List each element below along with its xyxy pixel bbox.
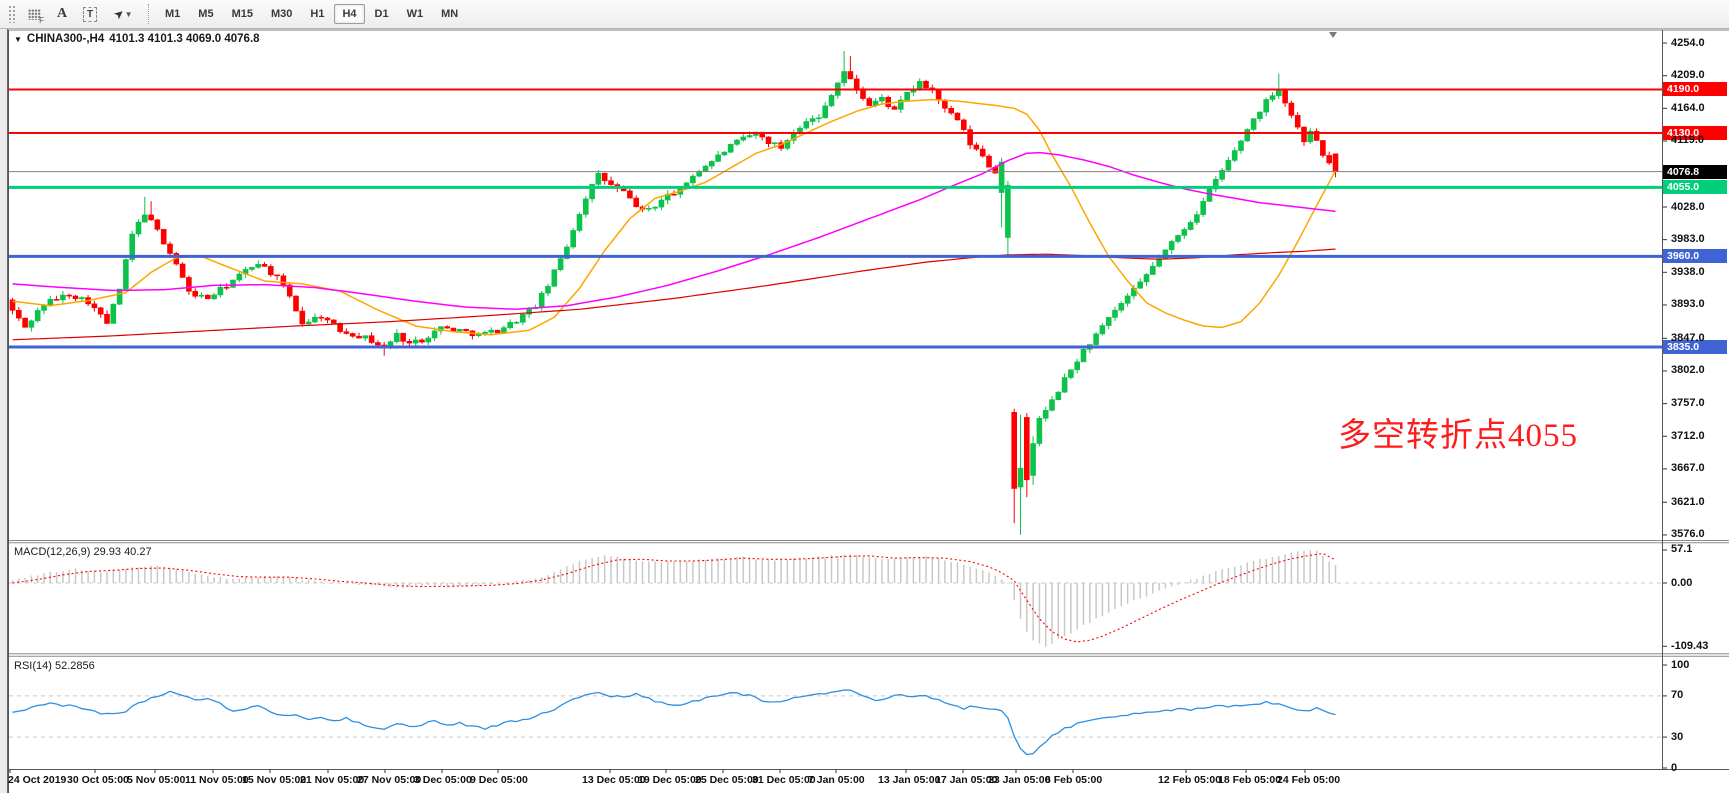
- rsi-tick-label: 30: [1671, 730, 1684, 743]
- date-tick-label: 13 Dec 05:00: [582, 774, 646, 786]
- date-tick-label: 6 Feb 05:00: [1045, 774, 1103, 786]
- date-tick-label: 11 Nov 05:00: [185, 774, 249, 786]
- level-lines[interactable]: [9, 88, 1662, 349]
- date-tick-label: 15 Nov 05:00: [242, 774, 307, 786]
- date-tick-label: 3 Dec 05:00: [414, 774, 472, 786]
- date-tick-label: 18 Feb 05:00: [1218, 774, 1282, 786]
- price-tick-label: 4119.0: [1671, 134, 1705, 147]
- date-tick-label: 23 Jan 05:00: [988, 774, 1051, 786]
- macd-values: 29.93 40.27: [93, 546, 152, 558]
- macd-indicator-label: MACD(12,26,9) 29.93 40.27: [14, 546, 152, 558]
- macd-tick-label: -109.43: [1671, 639, 1709, 652]
- chevron-down-icon: ▼: [124, 9, 133, 19]
- price-tick-label: 4254.0: [1671, 36, 1705, 49]
- date-tick-label: 24 Oct 2019: [8, 774, 67, 786]
- date-tick-label: 31 Dec 05:00: [752, 774, 816, 786]
- date-tick-label: 13 Jan 05:00: [878, 774, 941, 786]
- price-tick-label: 3847.0: [1671, 331, 1705, 344]
- window-left-edge: [0, 29, 8, 793]
- price-tick-label: 4164.0: [1671, 101, 1705, 114]
- boxed-t-icon: T: [82, 6, 98, 22]
- date-tick-label: 12 Feb 05:00: [1158, 774, 1222, 786]
- price-tick-label: 3938.0: [1671, 265, 1705, 278]
- chart-annotation-text[interactable]: 多空转折点4055: [1338, 418, 1578, 454]
- price-tick-label: 4028.0: [1671, 200, 1705, 213]
- date-tick-label: 21 Nov 05:00: [300, 774, 365, 786]
- price-tick-label: 3576.0: [1671, 528, 1705, 541]
- cursor-arrow-icon: ➤: [110, 5, 127, 23]
- price-level-label-3835.0: 3835.0: [1663, 340, 1727, 355]
- price-level-label-4190.0: 4190.0: [1663, 82, 1727, 97]
- timeframe-button-MN[interactable]: MN: [441, 8, 459, 20]
- price-tick-label: 3712.0: [1671, 429, 1705, 442]
- date-tick-label: 17 Jan 05:00: [935, 774, 998, 786]
- grid-f-glyph: F: [39, 16, 44, 25]
- timeframe-button-H4[interactable]: H4: [334, 4, 365, 24]
- collapse-caret-icon[interactable]: ▼: [14, 34, 22, 44]
- date-tick-label: 27 Nov 05:00: [357, 774, 422, 786]
- cursor-objects-tool[interactable]: ➤ ▼: [105, 2, 141, 26]
- chart-title: ▼ CHINA300-,H4 4101.3 4101.3 4069.0 4076…: [14, 33, 260, 45]
- rsi-tick-label: 0: [1671, 761, 1678, 774]
- font-tool-icon[interactable]: A: [49, 2, 75, 26]
- price-tick-label: 3757.0: [1671, 397, 1705, 410]
- rsi-indicator-label: RSI(14) 52.2856: [14, 660, 95, 672]
- toolbar-grip[interactable]: [8, 5, 16, 23]
- timeframe-button-D1[interactable]: D1: [374, 8, 389, 20]
- price-tick-label: 3983.0: [1671, 233, 1705, 246]
- text-label-tool-icon[interactable]: T: [77, 2, 103, 26]
- main-toolbar: F A T ➤ ▼ M1 M5 M15 M30 H1 H4 D1 W1 MN: [0, 0, 1729, 29]
- grid-indicator-icon[interactable]: F: [21, 2, 47, 26]
- price-tick-label: 3802.0: [1671, 364, 1705, 377]
- grid-dots-icon: [27, 8, 41, 20]
- rsi-value: 52.2856: [54, 660, 95, 672]
- price-tick-label: 3667.0: [1671, 462, 1705, 475]
- date-tick-label: 19 Dec 05:00: [638, 774, 702, 786]
- ma-line-slow: [12, 248, 1336, 341]
- rsi-tick-label: 100: [1671, 658, 1690, 671]
- timeframe-button-H1[interactable]: H1: [310, 8, 325, 20]
- price-tick-label: 4209.0: [1671, 69, 1705, 82]
- panel-borders: [0, 29, 1729, 793]
- price-level-label-4130.0: 4130.0: [1663, 126, 1727, 141]
- candles-layer: [9, 51, 1339, 535]
- price-tick-label: 3621.0: [1671, 495, 1705, 508]
- macd-tick-label: 0.00: [1671, 576, 1693, 589]
- date-tick-label: 7 Jan 05:00: [808, 774, 865, 786]
- timeframe-button-M30[interactable]: M30: [270, 8, 293, 20]
- current-price-label: 4076.8: [1663, 164, 1727, 179]
- ma-line-medium: [12, 151, 1336, 311]
- price-level-label-3960.0: 3960.0: [1663, 249, 1727, 264]
- timeframe-button-M15[interactable]: M15: [231, 8, 253, 20]
- rsi-line: [12, 689, 1336, 756]
- rsi-layer: [9, 664, 1667, 769]
- chart-shift-marker-icon[interactable]: [1329, 32, 1337, 38]
- price-level-label-4055.0: 4055.0: [1663, 180, 1727, 195]
- symbol-period-label: CHINA300-,H4: [26, 33, 105, 45]
- ma-line-fast: [12, 98, 1337, 336]
- date-tick-label: 5 Nov 05:00: [127, 774, 186, 786]
- macd-signal-line: [12, 552, 1336, 643]
- moving-averages-layer: [12, 98, 1337, 341]
- macd-layer: [9, 549, 1667, 647]
- date-tick-label: 24 Feb 05:00: [1277, 774, 1341, 786]
- letter-a-icon: A: [56, 6, 68, 21]
- macd-name: MACD(12,26,9): [14, 546, 91, 558]
- rsi-tick-label: 70: [1671, 689, 1684, 702]
- timeframe-button-M1[interactable]: M1: [165, 8, 181, 20]
- macd-tick-label: 57.1: [1671, 543, 1693, 556]
- price-tick-label: 3893.0: [1671, 298, 1705, 311]
- date-tick-label: 25 Dec 05:00: [695, 774, 759, 786]
- date-tick-label: 30 Oct 05:00: [67, 774, 129, 786]
- rsi-name: RSI(14): [14, 660, 52, 672]
- timeframe-button-M5[interactable]: M5: [198, 8, 214, 20]
- timeframe-button-W1[interactable]: W1: [406, 8, 424, 20]
- toolbar-separator: [148, 4, 150, 24]
- ohlc-values: 4101.3 4101.3 4069.0 4076.8: [109, 33, 260, 45]
- date-tick-label: 9 Dec 05:00: [470, 774, 528, 786]
- timeframe-button-group: M1 M5 M15 M30 H1 H4 D1 W1 MN: [156, 4, 467, 24]
